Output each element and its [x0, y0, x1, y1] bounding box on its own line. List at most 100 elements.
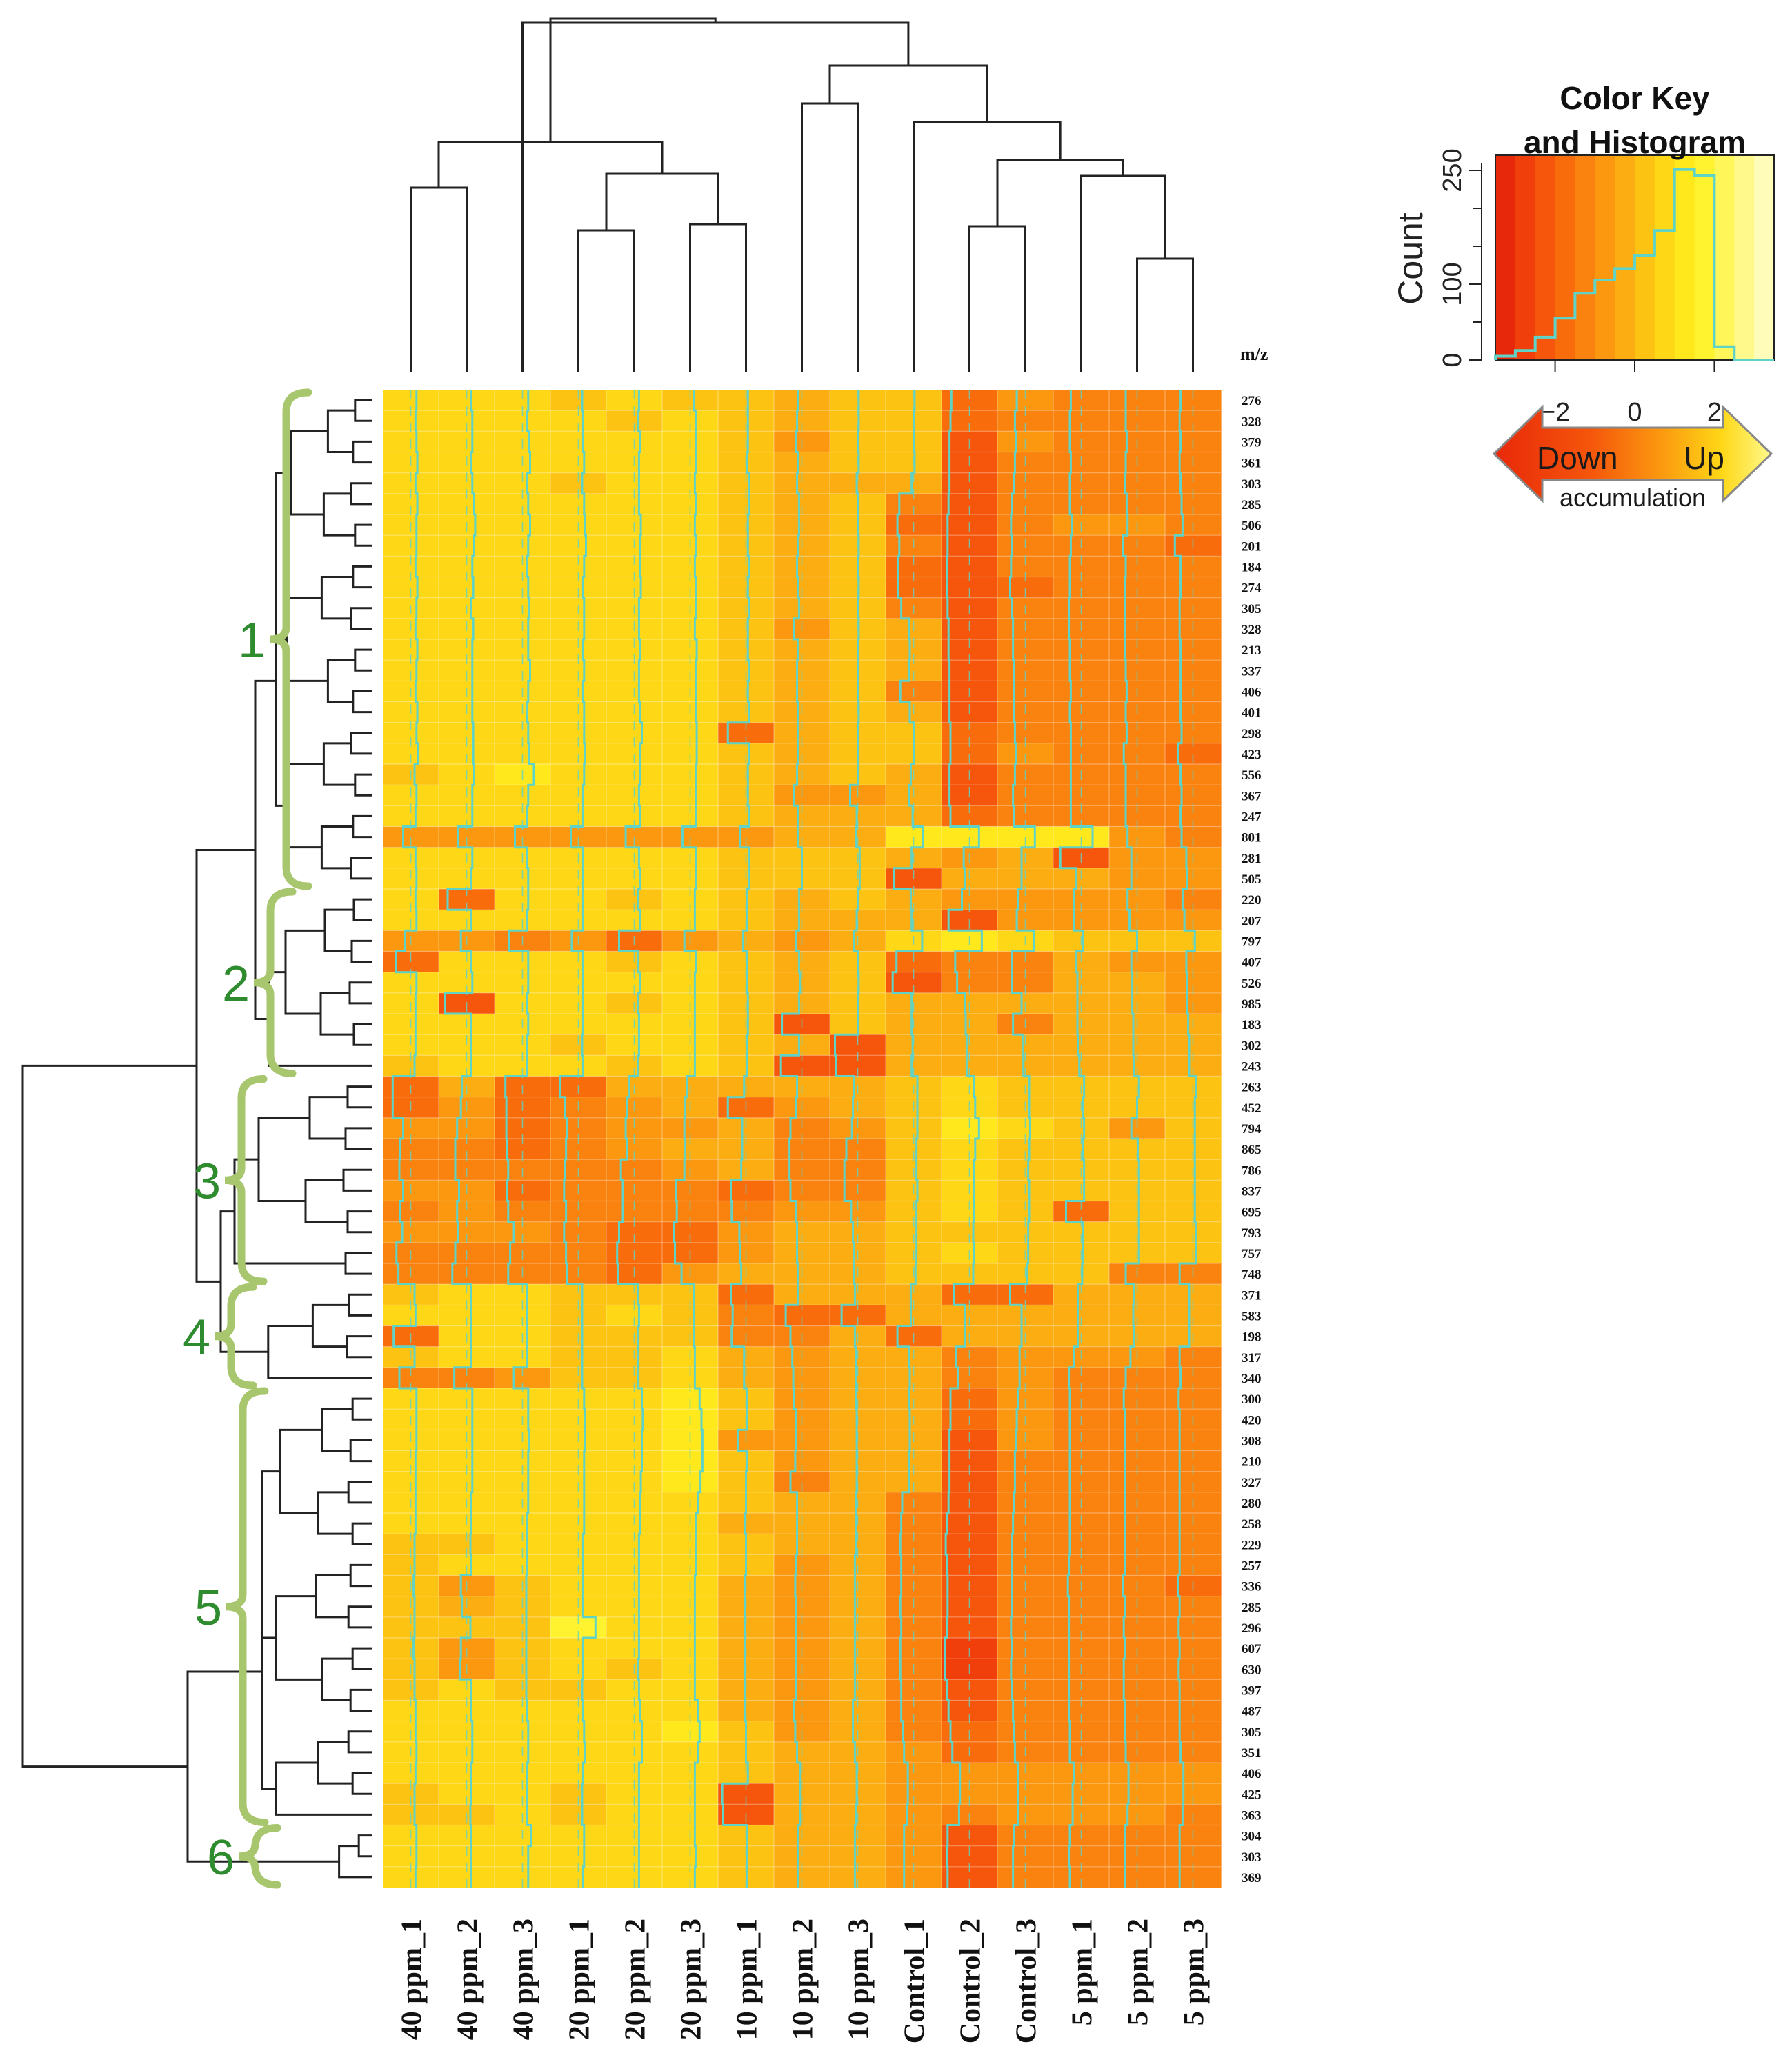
- trace-line: [834, 390, 861, 1888]
- color-key-band: [1615, 155, 1635, 360]
- dendrogram-link: [195, 848, 255, 1283]
- dendrogram-link: [349, 1563, 372, 1588]
- row-label: 317: [1242, 1351, 1262, 1365]
- row-label: 794: [1242, 1122, 1262, 1137]
- row-label: 285: [1242, 1601, 1262, 1615]
- color-key-band: [1595, 155, 1615, 360]
- dendrogram-link: [347, 1481, 372, 1504]
- row-label: 220: [1242, 893, 1262, 908]
- column-label: 5 ppm_2: [1123, 1919, 1155, 2025]
- cluster-label: 6: [207, 1830, 235, 1885]
- cluster-bracket: [253, 888, 297, 1077]
- row-label: 379: [1242, 435, 1262, 450]
- trace-line: [891, 390, 924, 1888]
- dendrogram-link: [351, 1397, 372, 1421]
- row-label: 274: [1242, 581, 1262, 596]
- dendrogram-link: [257, 1117, 310, 1202]
- dendrogram-link: [321, 1408, 353, 1452]
- column-label: Control_1: [899, 1919, 931, 2043]
- trace-line: [1059, 390, 1094, 1888]
- row-label: 296: [1242, 1621, 1262, 1636]
- cluster-labels: 1 2 3 4 5 6: [183, 613, 266, 1885]
- dendrogram-link: [349, 1688, 372, 1712]
- trace-line: [504, 390, 535, 1888]
- color-key-yaxis: 0 100 250: [1438, 148, 1482, 368]
- dendrogram-link: [437, 141, 664, 188]
- row-label: 425: [1242, 1788, 1262, 1802]
- row-label: 371: [1242, 1288, 1262, 1303]
- row-label: 786: [1242, 1163, 1262, 1178]
- column-label: 10 ppm_3: [844, 1919, 875, 2040]
- dendrogram-link: [284, 929, 325, 1015]
- dendrogram-link: [352, 1023, 372, 1046]
- dendrogram-link: [350, 482, 372, 506]
- dendrogram-link: [968, 225, 1026, 372]
- dendrogram-link: [261, 1554, 277, 1790]
- cluster-bracket: [226, 1387, 269, 1826]
- row-label: 258: [1242, 1517, 1262, 1532]
- cluster-bracket: [224, 1075, 268, 1285]
- dendrogram-link: [348, 1293, 372, 1317]
- row-label: 363: [1242, 1808, 1262, 1823]
- color-key-ytick: 250: [1438, 148, 1467, 192]
- row-label: 797: [1242, 934, 1262, 949]
- column-label: 5 ppm_3: [1179, 1919, 1211, 2025]
- row-label: 302: [1242, 1039, 1262, 1053]
- row-label: 367: [1242, 789, 1262, 803]
- row-label: 198: [1242, 1330, 1262, 1345]
- row-labels: 276 328 379 361 303 285 506 201 184 274 305 328 213 3…: [1242, 394, 1262, 1885]
- column-label: 40 ppm_1: [397, 1919, 428, 2040]
- dendrogram-link: [347, 1605, 372, 1629]
- dendrogram-link: [317, 1741, 353, 1785]
- color-key-band: [1555, 155, 1576, 360]
- dendrogram-link: [21, 1064, 197, 1768]
- dendrogram-link: [351, 1522, 372, 1545]
- row-label: 556: [1242, 768, 1262, 783]
- color-key-ylabel: Count: [1391, 212, 1430, 305]
- dendrogram-link: [350, 732, 372, 755]
- row-label: 308: [1242, 1434, 1262, 1448]
- dendrogram-link: [261, 1470, 281, 1639]
- trace-line: [616, 390, 644, 1888]
- dendrogram-link: [275, 1761, 372, 1816]
- row-label: 257: [1242, 1559, 1262, 1573]
- dendrogram-link: [354, 399, 372, 422]
- dendrogram-link: [348, 981, 372, 1005]
- cluster-bracket: [269, 388, 312, 890]
- dendrogram-link: [828, 64, 988, 122]
- row-label: 985: [1242, 997, 1262, 1012]
- trace-line: [721, 390, 750, 1888]
- row-label: 298: [1242, 727, 1262, 741]
- dendrogram-link: [801, 102, 859, 372]
- color-key-band: [1515, 155, 1536, 360]
- cluster-label: 3: [193, 1154, 221, 1209]
- arrow-down-label: Down: [1537, 440, 1618, 476]
- dendrogram-link: [342, 1168, 372, 1192]
- color-key-band: [1535, 155, 1556, 360]
- color-key-band: [1714, 155, 1735, 360]
- row-label: 336: [1242, 1580, 1262, 1594]
- cluster-bracket: [238, 1824, 281, 1889]
- row-label: 184: [1242, 560, 1262, 574]
- dendrogram-link: [346, 1210, 372, 1234]
- row-label: 793: [1242, 1226, 1262, 1241]
- color-key-xtick: −2: [1540, 398, 1570, 427]
- row-label: 837: [1242, 1184, 1262, 1199]
- row-label: 305: [1242, 1725, 1262, 1740]
- down-up-arrow-icon: [1492, 404, 1773, 503]
- row-label: 337: [1242, 664, 1262, 679]
- dendrogram-link: [351, 1772, 372, 1795]
- row-label: 361: [1242, 457, 1262, 471]
- column-label: 10 ppm_2: [788, 1919, 819, 2040]
- dendrogram-link: [283, 763, 324, 849]
- row-label: 407: [1242, 956, 1262, 970]
- row-label: 748: [1242, 1268, 1262, 1282]
- dendrogram-link: [320, 825, 353, 870]
- dendrogram-link: [354, 648, 372, 672]
- dendrogram-link: [279, 1428, 322, 1514]
- row-label: 263: [1242, 1081, 1262, 1095]
- trace-line: [1009, 390, 1036, 1888]
- row-label: 801: [1242, 831, 1262, 845]
- column-label: 20 ppm_1: [564, 1919, 596, 2040]
